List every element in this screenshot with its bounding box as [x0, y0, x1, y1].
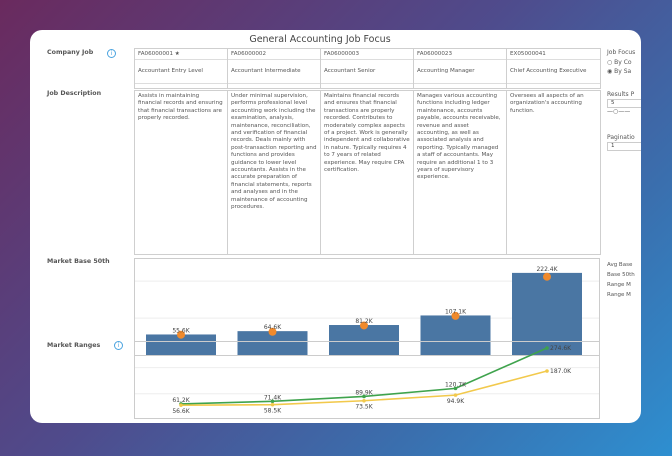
job-column: FA06000023 Accounting Manager [414, 49, 507, 88]
point-label: 274.6K [550, 345, 572, 352]
company-job-label: Company Job [47, 49, 94, 56]
avg-dot [451, 311, 460, 320]
series-point [362, 398, 366, 403]
legend-item: Avg Base [607, 262, 633, 268]
series-point [270, 402, 275, 407]
bar-label: 64.6K [264, 324, 282, 331]
point-label: 120.7K [445, 381, 467, 388]
job-title: Accounting Manager [414, 60, 506, 84]
job-title: Accountant Senior [321, 60, 413, 84]
job-description: Maintains financial records and ensures … [321, 91, 414, 254]
market-base-label: Market Base 50th [47, 258, 110, 265]
point-label: 89.9K [355, 389, 373, 396]
dashboard-card: General Accounting Job Focus Company Job… [30, 30, 641, 423]
radio-by-company[interactable]: ○ By Co [607, 59, 632, 66]
pagination-input[interactable]: 1 [607, 142, 641, 151]
info-icon[interactable]: i [107, 49, 116, 58]
avg-dot [177, 330, 185, 339]
avg-dot [268, 327, 277, 336]
results-label: Results P [607, 91, 635, 98]
job-column: EX05000041 Chief Accounting Executive [507, 49, 600, 88]
bar-label: 81.2K [355, 318, 373, 325]
series-point [179, 403, 183, 407]
results-slider[interactable]: —○—— [607, 108, 631, 115]
bar-label: 222.4K [536, 266, 558, 273]
point-label: 58.5K [264, 408, 282, 415]
job-code[interactable]: FA06000002 [228, 49, 320, 60]
page-title: General Accounting Job Focus [249, 34, 391, 45]
point-label: 61.2K [172, 397, 190, 404]
legend-item: Range M [607, 282, 631, 288]
job-column: FA06000003 Accountant Senior [321, 49, 414, 88]
bar-label: 55.6K [172, 327, 190, 334]
radio-label: By Co [614, 59, 632, 66]
job-title: Chief Accounting Executive [507, 60, 600, 84]
radio-by-selected[interactable]: ◉ By Sa [607, 68, 632, 75]
job-title: Accountant Intermediate [228, 60, 320, 84]
radio-label: By Sa [614, 68, 632, 75]
legend-item: Base 50th [607, 272, 635, 278]
pagination-label: Paginatio [607, 134, 635, 141]
info-icon[interactable]: i [114, 341, 123, 350]
job-code[interactable]: EX05000041 [507, 49, 600, 60]
job-description: Manages various accounting functions inc… [414, 91, 507, 254]
job-description-table: Assists in maintaining financial records… [134, 90, 601, 255]
series-point [545, 346, 549, 350]
market-ranges-label: Market Ranges [47, 342, 101, 349]
point-label: 187.0K [550, 368, 572, 375]
bar [329, 325, 399, 355]
point-label: 56.6K [172, 408, 190, 415]
job-description: Oversees all aspects of an organization'… [510, 93, 584, 114]
results-input[interactable]: 5 [607, 99, 641, 108]
avg-dot [543, 272, 551, 281]
job-code[interactable]: FA06000003 [321, 49, 413, 60]
job-column: FA06000002 Accountant Intermediate [228, 49, 321, 88]
legend-item: Range M [607, 292, 631, 298]
bar [237, 331, 308, 355]
job-title: Accountant Entry Level [135, 60, 227, 84]
series-point [270, 399, 275, 404]
point-label: 71.4K [264, 394, 282, 401]
bar-label: 107.1K [445, 308, 467, 315]
bar [420, 315, 491, 355]
job-code[interactable]: FA06000001 ★ [135, 49, 227, 60]
avg-dot [360, 321, 368, 330]
market-ranges-line-chart: 61.2K 71.4K 89.9K 120.7K 274.6K 56.6K 58.5K 73.… [134, 341, 600, 419]
point-label: 94.9K [447, 398, 465, 405]
series-point [453, 386, 458, 391]
company-job-table: FA06000001 ★ Accountant Entry Level FA0600… [134, 48, 601, 89]
job-focus-label: Job Focus [607, 49, 636, 56]
series-point [453, 393, 458, 397]
point-label: 73.5K [355, 404, 373, 411]
series-point [362, 394, 366, 399]
bar [146, 334, 216, 355]
chart-legend: Avg Base Base 50th Range M Range M [607, 260, 635, 300]
series-point [545, 369, 549, 373]
job-code[interactable]: FA06000023 [414, 49, 506, 60]
job-description: Under minimal supervision, performs prof… [228, 91, 321, 254]
job-description: Assists in maintaining financial records… [135, 91, 228, 254]
job-column: FA06000001 ★ Accountant Entry Level [135, 49, 228, 88]
job-description-label: Job Description [47, 90, 102, 97]
